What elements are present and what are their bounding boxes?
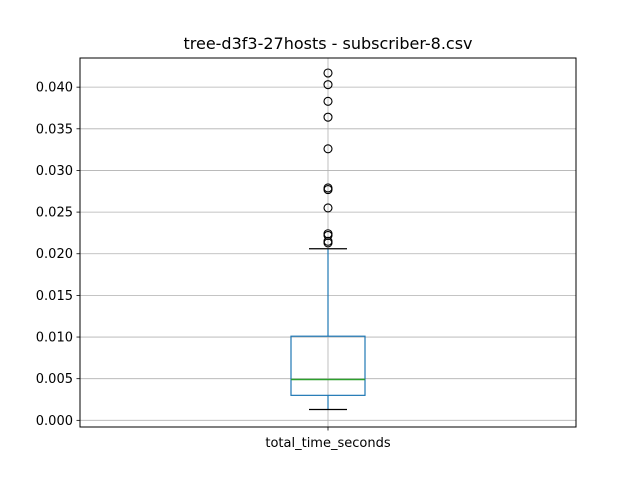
outlier-point [323,229,333,239]
y-tick-label: 0.020 [36,247,73,262]
y-tick-label: 0.035 [36,122,73,137]
outlier-point [323,203,333,213]
y-tick-label: 0.010 [36,331,73,346]
y-tick-label: 0.025 [36,206,73,221]
y-tick-label: 0.015 [36,289,73,304]
box-plot [290,248,366,411]
outlier-point [323,80,333,90]
y-tick-label: 0.040 [36,81,73,96]
y-tick-label: 0.000 [36,414,73,429]
axes: 0.000 0.005 0.010 0.015 0.020 0.025 0.030 0.035… [36,81,391,451]
y-tick-label: 0.030 [36,164,73,179]
iqr-box [290,335,366,396]
outlier-point [323,183,333,193]
outlier-point [323,96,333,106]
outlier-points [323,68,333,248]
outlier-point [323,68,333,78]
y-tick-label: 0.005 [36,372,73,387]
outlier-point [323,144,333,154]
x-tick-label: total_time_seconds [265,436,390,451]
chart-title: tree-d3f3-27hosts - subscriber-8.csv [183,34,472,53]
outlier-point [323,112,333,122]
